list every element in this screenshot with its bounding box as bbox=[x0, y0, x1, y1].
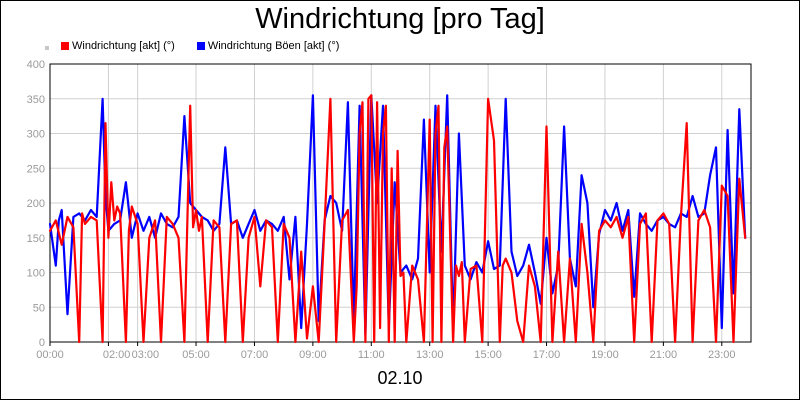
x-axis-date-label: 02.10 bbox=[377, 368, 423, 388]
legend-item-boeen[interactable]: Windrichtung Böen [akt] (°) bbox=[196, 40, 340, 52]
x-tick-label: 09:00 bbox=[299, 349, 327, 361]
legend-swatch-boeen bbox=[196, 42, 205, 50]
y-tick-label: 250 bbox=[27, 163, 45, 175]
y-tick-label: 300 bbox=[27, 129, 45, 141]
x-tick-label: 11:00 bbox=[358, 349, 385, 361]
x-tick-label: 15:00 bbox=[474, 349, 502, 361]
legend-swatch-richtung bbox=[61, 42, 69, 50]
y-tick-label: 200 bbox=[27, 198, 45, 210]
x-tick-label: 21:00 bbox=[650, 349, 678, 361]
chart-title: Windrichtung [pro Tag] bbox=[255, 3, 545, 35]
y-tick-label: 100 bbox=[27, 268, 45, 280]
legend-item-richtung[interactable]: Windrichtung [akt] (°) bbox=[61, 40, 175, 52]
y-tick-label: 350 bbox=[27, 94, 45, 106]
y-tick-label: 50 bbox=[33, 302, 45, 314]
legend: Windrichtung [akt] (°) Windrichtung Böen… bbox=[45, 38, 361, 54]
x-tick-label: 03:00 bbox=[132, 349, 160, 361]
x-tick-label: 17:00 bbox=[533, 349, 561, 361]
x-tick-label: 02:00 bbox=[103, 349, 131, 361]
y-tick-label: 400 bbox=[27, 59, 45, 71]
x-tick-label: 00:00 bbox=[36, 349, 64, 361]
x-tick-label: 23:00 bbox=[708, 349, 736, 361]
plot-border bbox=[49, 63, 752, 343]
legend-toggle[interactable] bbox=[45, 46, 49, 50]
x-tick-label: 07:00 bbox=[241, 349, 269, 361]
legend-label-richtung: Windrichtung [akt] (°) bbox=[72, 40, 175, 52]
x-tick-label: 13:00 bbox=[416, 349, 444, 361]
series-line-richtung bbox=[48, 94, 747, 344]
x-tick-label: 19:00 bbox=[591, 349, 619, 361]
legend-label-boeen: Windrichtung Böen [akt] (°) bbox=[207, 40, 340, 52]
y-tick-label: 150 bbox=[27, 233, 45, 245]
y-tick-label: 0 bbox=[39, 337, 45, 349]
x-tick-label: 05:00 bbox=[182, 349, 210, 361]
